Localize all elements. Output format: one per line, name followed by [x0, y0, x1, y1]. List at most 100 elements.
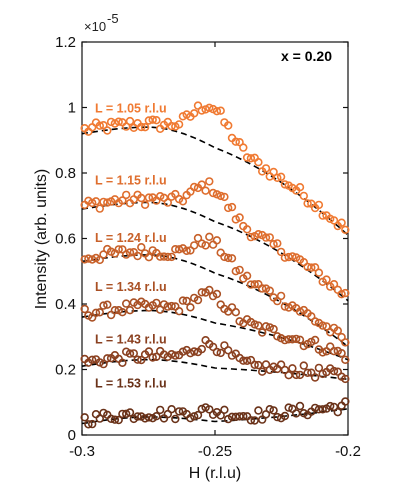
x-tick-label: -0.25	[198, 443, 232, 460]
data-point	[201, 186, 210, 195]
data-point	[114, 245, 123, 254]
series-label: L = 1.43 r.l.u	[95, 332, 167, 346]
data-point	[167, 121, 176, 131]
data-point	[224, 203, 233, 213]
data-point	[254, 360, 263, 370]
data-point	[269, 240, 278, 249]
data-point	[273, 173, 282, 183]
data-point	[280, 411, 290, 421]
data-point	[121, 299, 131, 308]
data-point	[261, 164, 271, 173]
data-point	[125, 116, 135, 126]
data-point	[337, 290, 346, 299]
data-point	[174, 407, 184, 416]
data-point	[114, 117, 123, 126]
data-point	[231, 308, 241, 317]
data-point	[326, 214, 335, 224]
data-point	[212, 347, 222, 357]
data-point	[212, 190, 222, 199]
data-point	[174, 307, 184, 316]
data-point	[333, 326, 342, 335]
data-point	[80, 413, 89, 422]
data-point	[190, 109, 199, 118]
data-point	[261, 360, 271, 369]
series-label: L = 1.05 r.l.u	[95, 101, 167, 115]
data-point	[190, 182, 199, 192]
data-point	[212, 236, 222, 245]
data-point	[276, 291, 286, 301]
data-point	[295, 401, 305, 411]
data-point	[99, 197, 108, 207]
data-point	[197, 344, 207, 354]
data-point	[95, 308, 105, 317]
data-point	[276, 247, 286, 257]
data-point	[314, 268, 324, 277]
data-point	[314, 363, 324, 373]
data-point	[326, 401, 335, 411]
data-point	[140, 414, 150, 423]
data-point	[329, 347, 339, 356]
data-point	[103, 300, 112, 309]
data-point	[212, 106, 222, 116]
data-point	[322, 275, 331, 284]
data-point	[227, 202, 237, 212]
data-point	[329, 366, 339, 376]
data-point	[254, 321, 263, 330]
data-point	[292, 409, 301, 418]
y-tick-label: 0.4	[55, 296, 76, 313]
data-point	[254, 158, 263, 167]
data-point	[118, 196, 127, 205]
data-point	[178, 197, 188, 206]
data-point	[190, 241, 199, 250]
data-point	[193, 295, 203, 305]
data-point	[246, 154, 256, 163]
data-point	[205, 103, 214, 113]
data-point	[137, 193, 146, 203]
data-point	[121, 190, 131, 200]
data-point	[261, 322, 271, 331]
data-point	[144, 193, 154, 202]
fit-curve	[81, 254, 349, 348]
data-point	[171, 414, 180, 424]
data-point	[239, 143, 248, 152]
data-point	[174, 120, 184, 129]
data-point	[242, 153, 252, 162]
data-point	[265, 233, 274, 242]
data-point	[254, 230, 263, 239]
data-point	[284, 371, 293, 380]
data-point	[258, 328, 267, 337]
y-tick-label: 0.8	[55, 165, 76, 182]
data-point	[216, 106, 225, 115]
data-point	[208, 188, 218, 198]
data-point	[292, 370, 301, 380]
series-label: L = 1.15 r.l.u	[95, 173, 167, 187]
data-point	[156, 405, 165, 415]
data-point	[220, 192, 229, 202]
y-tick-label: 1.2	[55, 34, 76, 51]
data-point	[114, 415, 123, 425]
data-point	[235, 265, 244, 275]
data-point	[205, 285, 214, 295]
y-tick-label: 0.2	[55, 362, 76, 379]
data-point	[95, 121, 105, 130]
data-point	[190, 412, 199, 421]
data-point	[341, 338, 350, 347]
data-point	[125, 408, 135, 417]
data-point	[280, 365, 290, 375]
data-point	[84, 254, 93, 263]
data-point	[292, 334, 301, 344]
data-point	[310, 373, 320, 382]
data-point	[178, 347, 188, 356]
data-point	[125, 349, 135, 358]
data-point	[299, 191, 308, 201]
data-point	[87, 355, 97, 364]
data-point	[140, 122, 150, 132]
data-point	[110, 306, 120, 315]
data-point	[197, 106, 207, 115]
data-point	[220, 252, 229, 262]
data-point	[106, 117, 116, 127]
data-point	[273, 296, 282, 306]
composition-annotation: x = 0.20	[281, 48, 332, 64]
y-axis-label: Intensity (arb. units)	[33, 169, 50, 310]
data-point	[231, 267, 241, 276]
